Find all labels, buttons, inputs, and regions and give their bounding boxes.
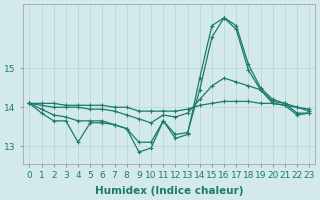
X-axis label: Humidex (Indice chaleur): Humidex (Indice chaleur) — [95, 186, 244, 196]
